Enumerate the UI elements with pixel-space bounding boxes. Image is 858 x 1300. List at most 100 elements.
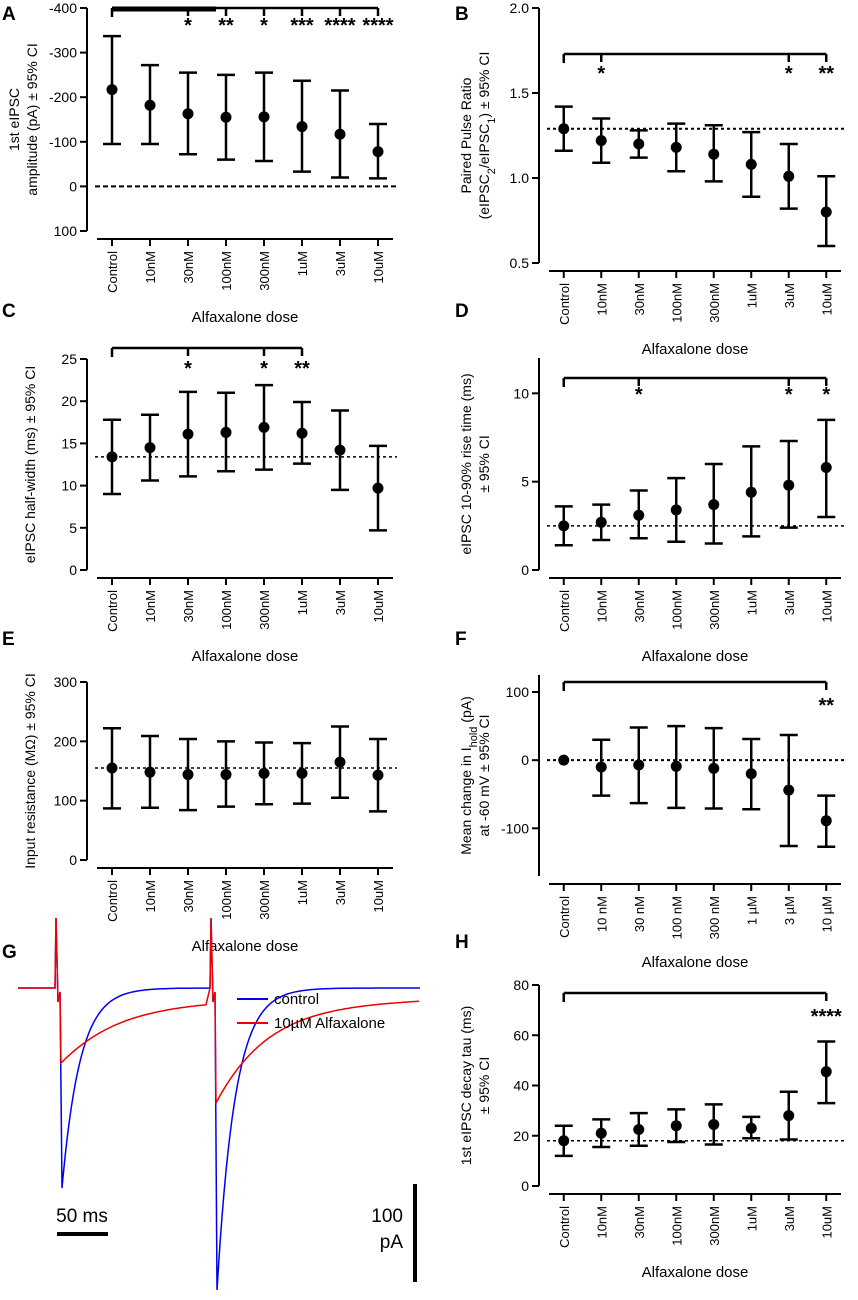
x-axis-label: Alfaxalone dose — [192, 938, 299, 955]
y-tick-label: 0 — [521, 1178, 529, 1194]
data-point — [595, 516, 607, 528]
data-point — [106, 762, 118, 774]
y-tick-label: 0 — [69, 852, 77, 868]
data-point — [296, 767, 308, 779]
data-point — [258, 421, 270, 433]
panel-label: G — [2, 942, 17, 963]
data-point — [670, 141, 682, 153]
y-tick-label: 60 — [513, 1027, 529, 1043]
x-tick-label: 30 nM — [632, 896, 647, 932]
y-axis-label: Mean change in Ihold (pA) — [458, 696, 480, 855]
data-point — [334, 128, 346, 140]
y-tick-label: 0 — [69, 562, 77, 578]
y-tick-label: 0 — [521, 562, 529, 578]
trace-line — [18, 917, 420, 1291]
data-point — [745, 486, 757, 498]
significance-stars: **** — [811, 1006, 842, 1028]
x-tick-label: 3uM — [782, 590, 797, 615]
panel-b: B 0.5 1.0 1.5 2.0 Control 10nM 30nM 100nM 300nM 1u… — [455, 0, 845, 358]
data-point — [670, 760, 682, 772]
significance-stars: * — [785, 63, 793, 85]
significance-stars: * — [184, 358, 192, 380]
data-point — [558, 520, 570, 532]
x-tick-label: 30nM — [181, 590, 196, 623]
x-axis-label: Alfaxalone dose — [192, 648, 299, 665]
data-point — [745, 158, 757, 170]
y-tick-label: -200 — [49, 89, 77, 105]
x-tick-label: 3 µM — [782, 896, 797, 925]
y-axis-label: at -60 mV ± 95% CI — [476, 714, 492, 836]
legend-label: 10µM Alfaxalone — [274, 1015, 385, 1032]
y-tick-label: 2.0 — [510, 0, 530, 16]
significance-stars: * — [260, 15, 268, 37]
panel-label: C — [2, 301, 16, 322]
x-tick-label: 300nM — [707, 283, 722, 323]
y-axis-label: Paired Pulse Ratio — [458, 77, 474, 193]
data-point — [633, 1123, 645, 1135]
x-tick-label: 30nM — [632, 1206, 647, 1239]
significance-stars: ** — [218, 15, 234, 37]
panel-label: E — [2, 629, 15, 650]
data-point — [708, 1118, 720, 1130]
data-point — [595, 1127, 607, 1139]
significance-stars: **** — [362, 15, 393, 37]
significance-stars: **** — [324, 15, 355, 37]
data-point — [182, 769, 194, 781]
data-point — [372, 769, 384, 781]
y-tick-label: 5 — [69, 520, 77, 536]
data-point — [106, 84, 118, 96]
data-point — [296, 121, 308, 133]
x-tick-label: 100nM — [219, 590, 234, 630]
data-point — [106, 451, 118, 463]
data-point — [334, 756, 346, 768]
data-point — [633, 138, 645, 150]
y-axis-label: Input resistance (MΩ) ± 95% CI — [22, 673, 38, 869]
y-tick-label: 100 — [54, 793, 78, 809]
significance-stars: ** — [818, 695, 834, 717]
panel-h: H 0 20 40 60 80 Control 10nM 30nM 100nM 300nM 1uM 3u… — [455, 932, 845, 1281]
trace-line — [18, 917, 420, 1104]
panel-label: D — [455, 301, 469, 322]
x-tick-label: 10 µM — [819, 896, 834, 932]
data-point — [182, 108, 194, 120]
panel-d: D 0 5 10 Control 10nM 30nM 100nM 300nM 1uM 3uM 10uM… — [455, 301, 845, 665]
x-tick-label: 10nM — [143, 880, 158, 913]
x-tick-label: 10nM — [594, 1206, 609, 1239]
y-tick-label: 300 — [54, 674, 78, 690]
x-tick-label: 30nM — [181, 251, 196, 284]
data-point — [783, 784, 795, 796]
x-tick-label: 3uM — [782, 1206, 797, 1231]
x-tick-label: 10uM — [371, 590, 386, 623]
data-point — [334, 444, 346, 456]
data-point — [595, 135, 607, 147]
x-tick-label: 300nM — [257, 880, 272, 920]
x-tick-label: 300nM — [707, 590, 722, 630]
y-tick-label: 100 — [54, 223, 78, 239]
current-scale-unit: pA — [380, 1232, 404, 1253]
data-point — [595, 761, 607, 773]
data-point — [783, 479, 795, 491]
data-point — [144, 99, 156, 111]
current-scale-value: 100 — [371, 1206, 403, 1227]
data-point — [745, 768, 757, 780]
x-tick-label: 10nM — [143, 251, 158, 284]
data-point — [372, 146, 384, 158]
data-point — [820, 815, 832, 827]
significance-stars: ** — [294, 358, 310, 380]
data-point — [182, 428, 194, 440]
data-point — [144, 766, 156, 778]
x-axis-label: Alfaxalone dose — [192, 309, 299, 326]
panel-label: F — [455, 629, 467, 650]
time-scale-label: 50 ms — [56, 1206, 108, 1227]
x-tick-label: 300 nM — [707, 896, 722, 939]
x-tick-label: 100 nM — [669, 896, 684, 939]
panel-c: C 0 5 10 15 20 25 Control 10nM 30nM 100nM 300nM 1uM 3… — [2, 301, 397, 665]
y-tick-label: 1.0 — [510, 170, 530, 186]
x-tick-label: Control — [105, 880, 120, 922]
significance-stars: * — [822, 384, 830, 406]
y-axis-label: eIPSC half-width (ms) ± 95% CI — [22, 366, 38, 564]
x-tick-label: 1uM — [744, 590, 759, 615]
data-point — [783, 1110, 795, 1122]
x-tick-label: 100nM — [219, 880, 234, 920]
x-tick-label: 100nM — [219, 251, 234, 291]
